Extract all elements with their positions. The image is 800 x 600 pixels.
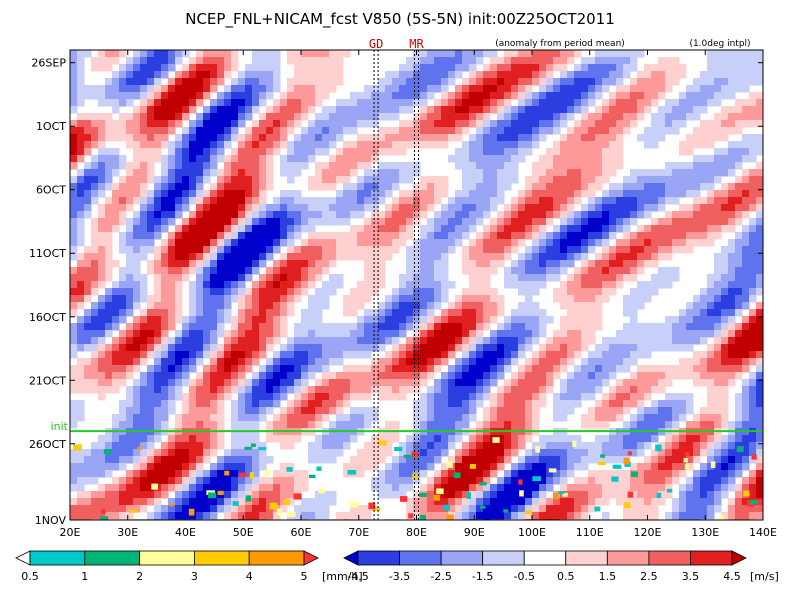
colorbar-tick-label: 3.5 [682,570,700,583]
x-tick-label: 30E [117,526,138,539]
colorbar-swatch [357,550,400,566]
marker-label: GD [369,37,383,51]
colorbar-swatch [565,550,608,566]
colorbar-tick-label: -3.5 [389,570,410,583]
x-tick-label: 110E [576,526,604,539]
colorbar-end [343,550,359,566]
colorbar-tick-label: 5 [301,570,308,583]
y-tick-label: 1OCT [36,120,66,133]
colorbar-tick-label: 3 [191,570,198,583]
colorbar-end [303,550,319,566]
y-tick-label: 11OCT [29,247,66,260]
x-tick-label: 70E [348,526,369,539]
precip-colorbar: 0.5 1 2 3 4 5 [mm/h] [15,550,363,583]
colorbar-swatch [648,550,691,566]
colorbar-tick-label: -0.5 [513,570,534,583]
colorbar-tick-label: 4 [246,570,253,583]
x-tick-label: 130E [691,526,719,539]
y-tick-label: 26SEP [31,57,66,70]
x-tick-label: 100E [518,526,546,539]
x-tick-label: 80E [406,526,427,539]
colorbar-tick-label: 1.5 [599,570,617,583]
colorbar-swatch [193,550,250,566]
colorbar-tick-label: -4.5 [347,570,368,583]
x-tick-label: 90E [464,526,485,539]
x-tick-label: 60E [291,526,312,539]
colorbar-unit: [mm/h] [322,570,363,583]
anomaly-field [70,50,763,520]
y-tick-label: 16OCT [29,311,66,324]
x-axis: 20E 30E 40E 50E 60E 70E 80E 90E 100E 110E 120E 130E… [60,50,777,539]
x-tick-label: 50E [233,526,254,539]
colorbar-tick-label: 2 [136,570,143,583]
colorbar-tick-label: -1.5 [472,570,493,583]
colorbar-tick-label: 0.5 [21,570,39,583]
init-line: init [51,420,763,433]
colorbar-swatch [29,550,86,566]
colorbar-swatch [139,550,195,566]
colorbar-tick-label: 2.5 [640,570,658,583]
colorbar-swatch [523,550,567,566]
colorbar-swatch [690,550,733,566]
anomaly-note: (anomaly from period mean) [495,39,625,49]
colorbar-tick-label: 4.5 [723,570,741,583]
region-markers: GD MR [369,37,424,520]
marker-label: MR [409,37,424,51]
y-tick-label: 1NOV [35,514,67,527]
x-tick-label: 20E [60,526,81,539]
colorbar-end [731,550,747,566]
chart-title: NCEP_FNL+NICAM_fcst V850 (5S-5N) init:00… [185,10,615,29]
y-tick-label: 21OCT [29,374,66,387]
x-tick-label: 120E [634,526,662,539]
colorbar-swatch [84,550,141,566]
x-tick-label: 40E [175,526,196,539]
colorbar-swatch [399,550,442,566]
y-axis: 26SEP 1OCT 6OCT 11OCT 16OCT 21OCT 26OCT 1NOV [29,57,763,527]
colorbar-swatch [482,550,525,566]
init-label: init [51,420,69,433]
wind-colorbar: -4.5 -3.5 -2.5 -1.5 -0.5 0.5 1.5 2.5 3.5 4.5 [m/s] [343,550,779,583]
y-tick-label: 26OCT [29,438,66,451]
colorbar-swatch [440,550,484,566]
interp-note: (1.0deg intpl) [689,39,750,49]
colorbar-unit: [m/s] [750,570,779,583]
x-tick-label: 140E [749,526,777,539]
colorbar-tick-label: 1 [81,570,88,583]
colorbar-swatch [606,550,650,566]
colorbar-tick-label: 0.5 [557,570,575,583]
y-tick-label: 6OCT [36,184,66,197]
colorbar-swatch [248,550,305,566]
colorbar-end [15,550,31,566]
colorbar-tick-label: -2.5 [430,570,451,583]
